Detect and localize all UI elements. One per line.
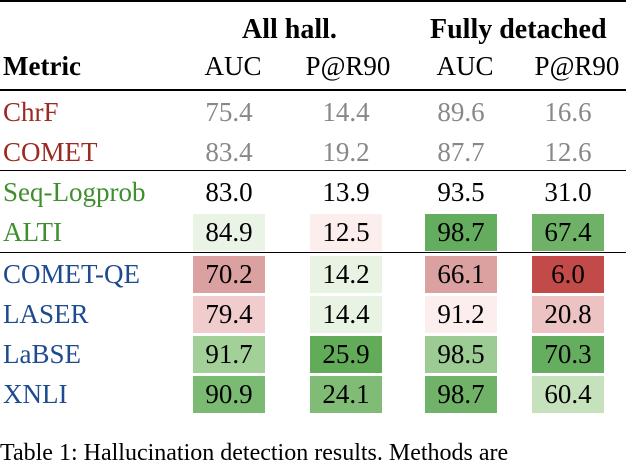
value-cell-background [425, 134, 497, 171]
value-cell: 20.8 [544, 299, 592, 329]
table-row: ALTI 84.9 12.5 98.7 67.4 [0, 212, 626, 252]
value-cell: 14.4 [322, 299, 370, 329]
value-cell-background [532, 376, 604, 413]
value-cell-background [425, 94, 497, 131]
value-cell: 98.5 [437, 339, 485, 369]
value-cell-background [310, 134, 382, 171]
metric-header: Metric [3, 51, 81, 81]
metric-name: ChrF [3, 97, 59, 127]
value-cell: 6.0 [551, 259, 585, 289]
table-row: ChrF 75.4 14.4 89.6 16.6 [0, 92, 626, 132]
value-cell-background [193, 256, 265, 293]
metric-name: COMET-QE [3, 259, 141, 289]
value-cell: 60.4 [544, 379, 592, 409]
value-cell: 16.6 [544, 97, 592, 127]
value-cell-background [310, 296, 382, 333]
value-cell: 89.6 [437, 97, 485, 127]
value-cell-background [532, 296, 604, 333]
value-cell-background [532, 94, 604, 131]
value-cell-background [425, 174, 497, 211]
value-cell-background [425, 256, 497, 293]
table-row: XNLI 90.9 24.1 98.7 60.4 [0, 374, 626, 414]
value-cell: 87.7 [437, 137, 485, 167]
metric-name: LaBSE [3, 339, 81, 369]
value-cell: 84.9 [205, 217, 253, 247]
table-row: LaBSE 91.7 25.9 98.5 70.3 [0, 334, 626, 374]
value-cell: 14.2 [322, 259, 370, 289]
value-cell: 19.2 [322, 137, 370, 167]
value-cell-background [193, 296, 265, 333]
value-cell: 91.7 [205, 339, 253, 369]
value-cell-background [532, 336, 604, 373]
group-separator-rule-1 [0, 170, 626, 171]
metric-name: LASER [3, 299, 89, 329]
metric-name: XNLI [3, 379, 68, 409]
value-cell: 12.5 [322, 217, 370, 247]
column-header-auc-all: AUC [204, 51, 262, 81]
value-cell-background [193, 214, 265, 251]
column-header-pr90-detached: P@R90 [534, 51, 620, 81]
value-cell-background [532, 174, 604, 211]
value-cell-background [532, 134, 604, 171]
value-cell-background [532, 214, 604, 251]
column-header-auc-detached: AUC [436, 51, 494, 81]
value-cell-background [193, 376, 265, 413]
value-cell: 75.4 [205, 97, 253, 127]
metric-name: Seq-Logprob [3, 177, 146, 207]
group-header-fully-detached: Fully detached [430, 14, 607, 45]
value-cell: 83.4 [205, 137, 253, 167]
value-cell-background [193, 134, 265, 171]
value-cell: 70.2 [205, 259, 253, 289]
column-header-row: Metric AUC P@R90 AUC P@R90 [0, 46, 626, 86]
value-cell: 79.4 [205, 299, 253, 329]
value-cell: 13.9 [322, 177, 370, 207]
value-cell-background [425, 296, 497, 333]
value-cell: 93.5 [437, 177, 485, 207]
value-cell-background [425, 376, 497, 413]
value-cell: 70.3 [544, 339, 592, 369]
value-cell-background [310, 336, 382, 373]
metric-name: ALTI [3, 217, 62, 247]
table-caption: Table 1: Hallucination detection results… [0, 440, 509, 466]
value-cell-background [193, 94, 265, 131]
value-cell-background [310, 214, 382, 251]
group-header-all-hall: All hall. [242, 14, 337, 45]
value-cell-background [310, 376, 382, 413]
value-cell: 98.7 [437, 379, 485, 409]
value-cell-background [310, 174, 382, 211]
value-cell: 66.1 [437, 259, 485, 289]
value-cell: 31.0 [544, 177, 592, 207]
value-cell-background [193, 336, 265, 373]
header-rule [0, 89, 626, 91]
table-row: COMET 83.4 19.2 87.7 12.6 [0, 132, 626, 172]
value-cell: 24.1 [322, 379, 370, 409]
value-cell-background [310, 256, 382, 293]
value-cell: 14.4 [322, 97, 370, 127]
table-row: Seq-Logprob 83.0 13.9 93.5 31.0 [0, 172, 626, 212]
value-cell: 12.6 [544, 137, 592, 167]
value-cell: 83.0 [205, 177, 253, 207]
value-cell: 25.9 [322, 339, 370, 369]
metric-name: COMET [3, 137, 98, 167]
table-row: COMET-QE 70.2 14.2 66.1 6.0 [0, 254, 626, 294]
table-row: LASER 79.4 14.4 91.2 20.8 [0, 294, 626, 334]
value-cell: 90.9 [205, 379, 253, 409]
value-cell: 91.2 [437, 299, 485, 329]
value-cell: 98.7 [437, 217, 485, 247]
value-cell: 67.4 [544, 217, 592, 247]
group-separator-rule-2 [0, 252, 626, 253]
top-rule [0, 0, 626, 2]
value-cell-background [532, 256, 604, 293]
value-cell-background [425, 336, 497, 373]
value-cell-background [425, 214, 497, 251]
column-header-pr90-all: P@R90 [305, 51, 391, 81]
value-cell-background [310, 94, 382, 131]
value-cell-background [193, 174, 265, 211]
